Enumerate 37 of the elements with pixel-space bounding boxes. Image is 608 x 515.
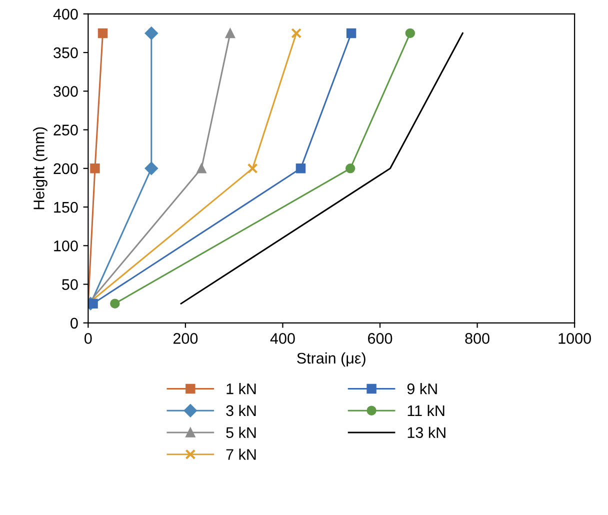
point bbox=[247, 163, 258, 174]
x-tick-label: 600 bbox=[368, 333, 392, 344]
point bbox=[296, 164, 306, 174]
legend-label: 7 kN bbox=[226, 448, 256, 460]
y-tick-label: 300 bbox=[54, 86, 78, 97]
y-tick-label: 100 bbox=[54, 240, 78, 252]
x-tick-label: 800 bbox=[465, 333, 490, 344]
y-tick-label: 250 bbox=[54, 124, 78, 136]
legend-label: 9 kN bbox=[407, 383, 437, 394]
y-tick-label: 200 bbox=[54, 163, 78, 174]
point bbox=[196, 164, 206, 174]
y-tick-label: 400 bbox=[53, 8, 78, 20]
point bbox=[405, 28, 416, 38]
x-tick-label: 400 bbox=[270, 333, 295, 344]
point bbox=[345, 164, 356, 174]
y-tick-label: 50 bbox=[62, 279, 78, 290]
legend-label: 3 kN bbox=[226, 404, 256, 416]
x-tick-label: 0 bbox=[84, 333, 92, 344]
y-tick-label: 150 bbox=[54, 202, 78, 213]
x-axis-title: Strain (με) bbox=[297, 352, 366, 367]
y-axis-title: Height (mm) bbox=[33, 127, 48, 210]
point bbox=[98, 28, 108, 38]
legend-label: 5 kN bbox=[226, 426, 256, 438]
point bbox=[291, 28, 302, 38]
x-tick-label: 200 bbox=[173, 333, 198, 344]
legend-label: 13 kN bbox=[408, 426, 446, 438]
y-tick-label: 350 bbox=[54, 47, 78, 58]
point bbox=[110, 298, 120, 308]
point bbox=[144, 162, 158, 175]
legend-label: 11 kN bbox=[408, 404, 444, 416]
point bbox=[225, 28, 236, 38]
point bbox=[90, 164, 100, 174]
x-tick-label: 1000 bbox=[558, 333, 591, 344]
legend-label: 1 kN bbox=[226, 383, 256, 394]
point bbox=[346, 28, 356, 38]
point bbox=[144, 26, 158, 40]
y-tick-label: 0 bbox=[70, 318, 78, 329]
